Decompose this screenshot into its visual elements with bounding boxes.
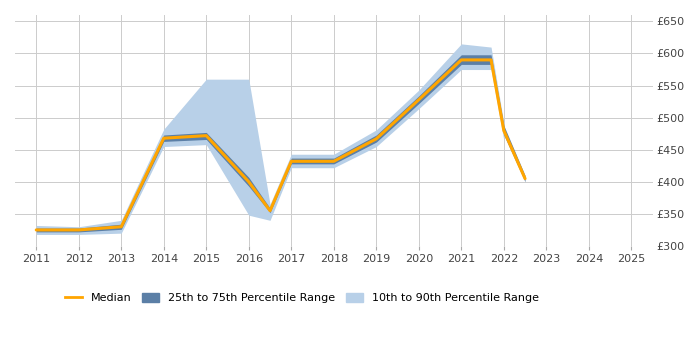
Legend: Median, 25th to 75th Percentile Range, 10th to 90th Percentile Range: Median, 25th to 75th Percentile Range, 1… <box>61 288 543 308</box>
